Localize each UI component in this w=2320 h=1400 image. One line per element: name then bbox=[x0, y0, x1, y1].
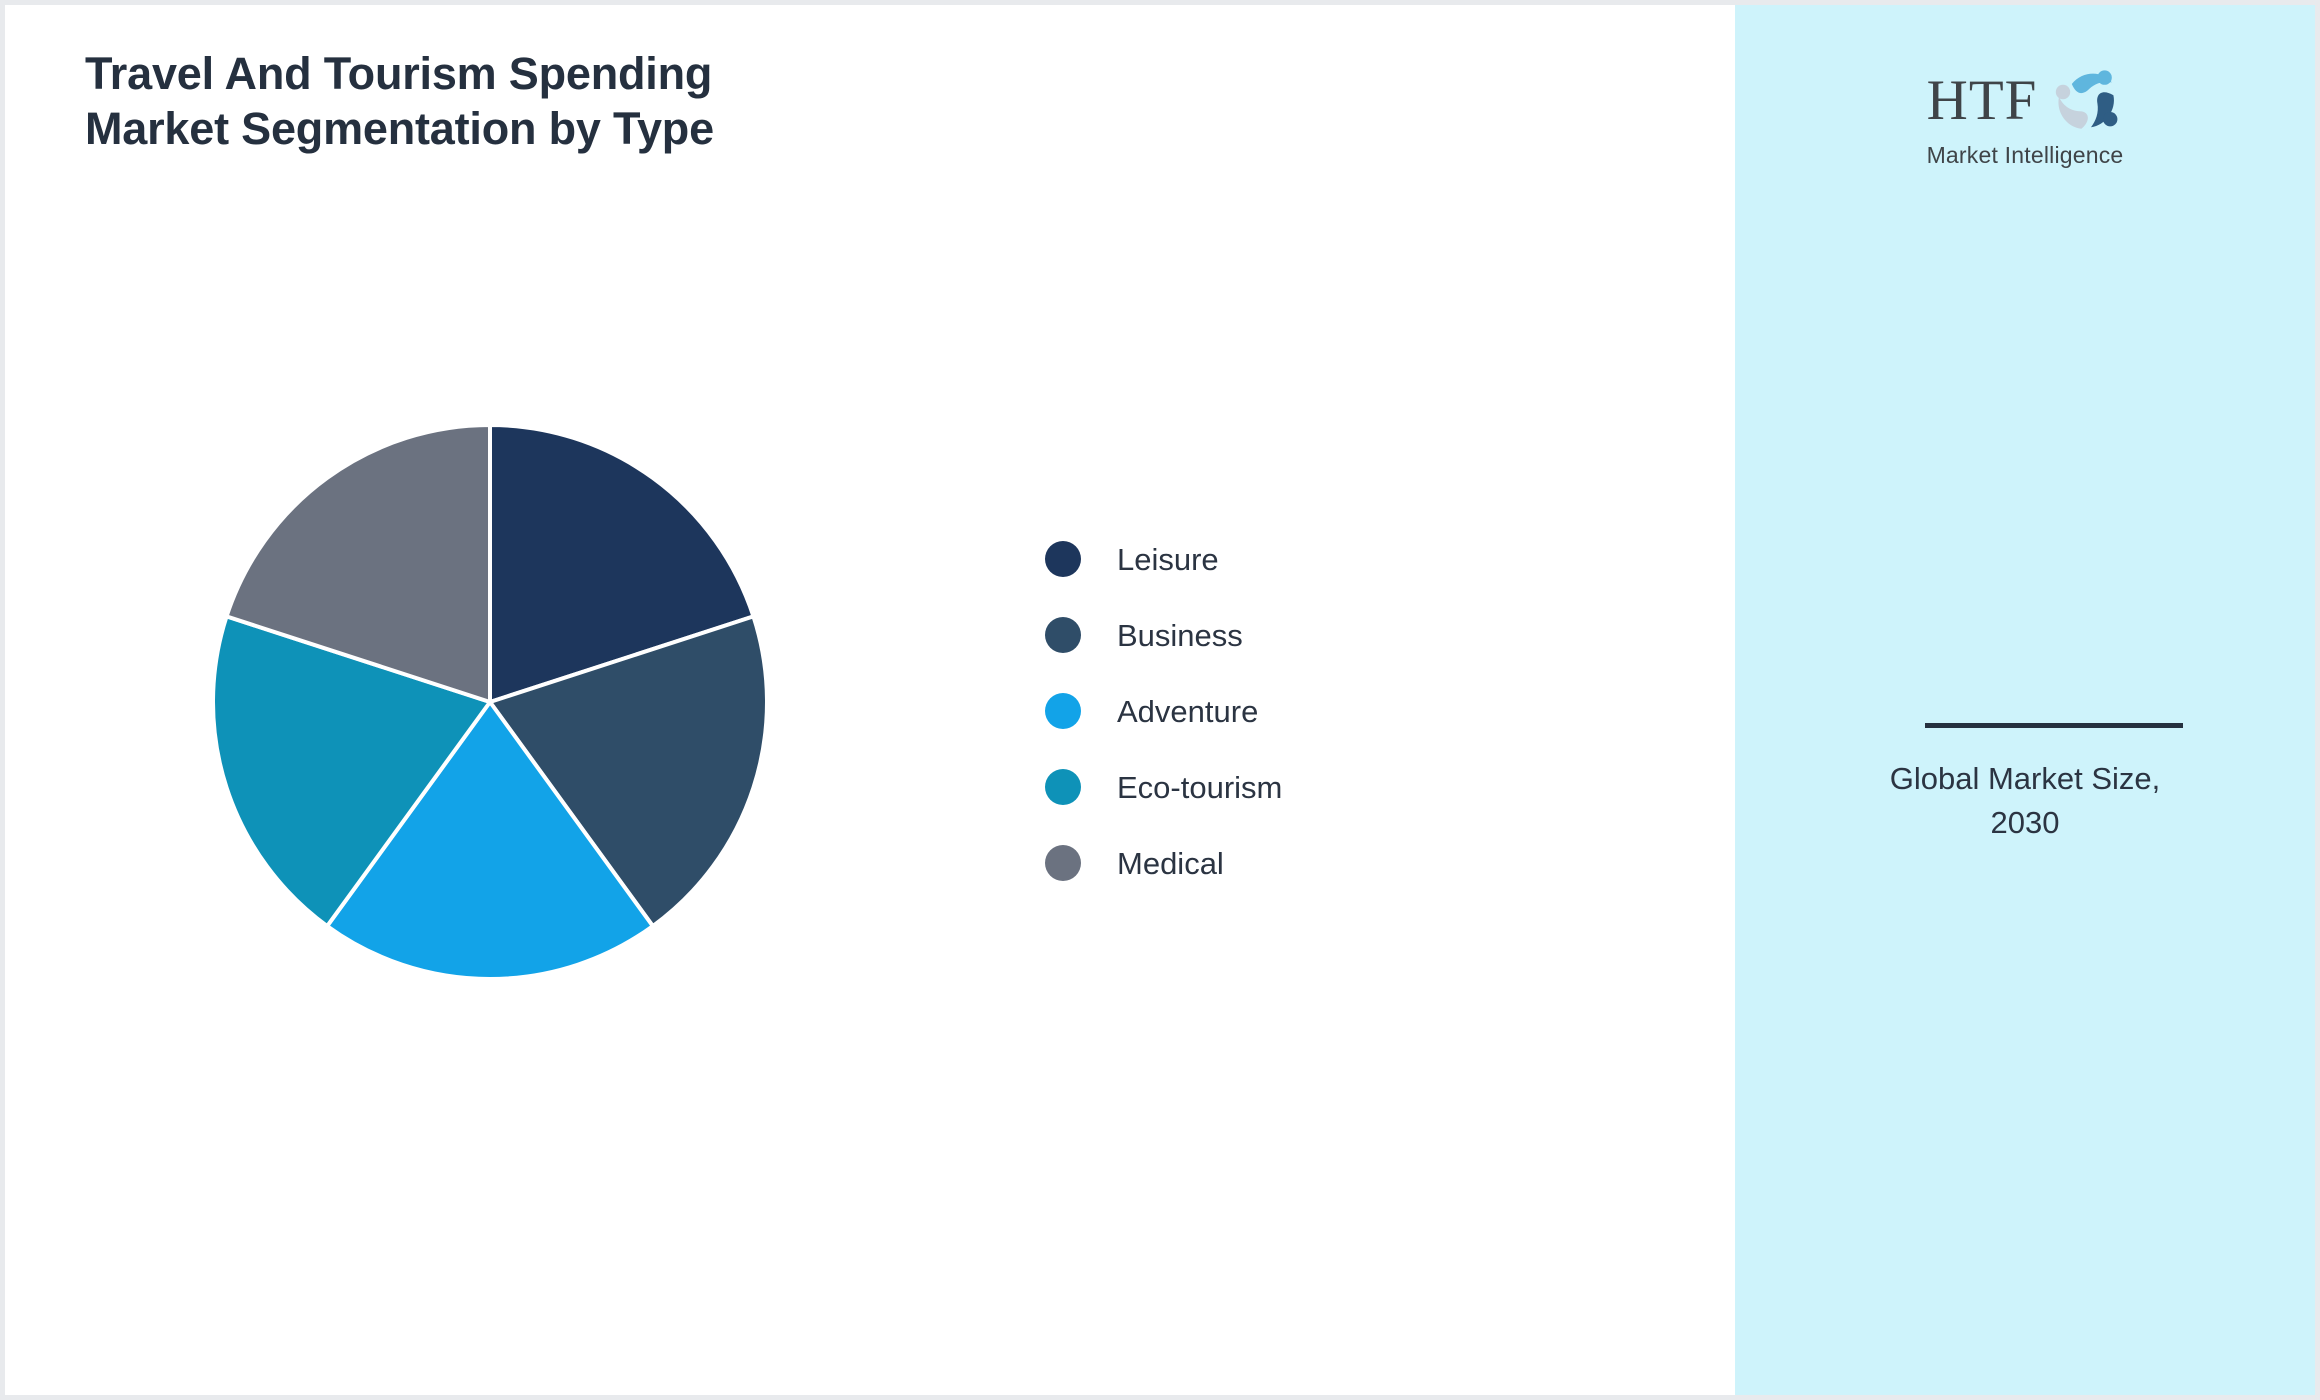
legend-item-eco-tourism[interactable]: Eco-tourism bbox=[1045, 749, 1565, 825]
legend-label-eco-tourism: Eco-tourism bbox=[1117, 769, 1283, 805]
legend-item-business[interactable]: Business bbox=[1045, 597, 1565, 673]
pie-slice-eco-tourism[interactable] bbox=[211, 614, 492, 929]
legend-item-adventure[interactable]: Adventure bbox=[1045, 673, 1565, 749]
pie-slice-leisure[interactable] bbox=[488, 423, 756, 704]
chart-legend: Leisure Business Adventure Eco-tourism M… bbox=[1045, 521, 1565, 901]
legend-label-adventure: Adventure bbox=[1117, 693, 1259, 729]
brand-sidebar: HTF Market Intelligence Global Market Si… bbox=[1735, 5, 2315, 1395]
legend-swatch-adventure bbox=[1045, 693, 1081, 729]
legend-label-business: Business bbox=[1117, 617, 1243, 653]
pie-slice-medical[interactable] bbox=[224, 423, 492, 704]
three-people-circle-icon bbox=[2056, 70, 2118, 129]
global-market-size-caption: Global Market Size, 2030 bbox=[1889, 761, 2161, 841]
htf-wordmark: HTF bbox=[1926, 68, 2038, 132]
logo-row: HTF bbox=[1927, 60, 2124, 140]
legend-swatch-business bbox=[1045, 617, 1081, 653]
pie-slice-group bbox=[211, 423, 769, 982]
page-title: Travel And Tourism Spending Market Segme… bbox=[85, 48, 714, 154]
legend-item-medical[interactable]: Medical bbox=[1045, 825, 1565, 901]
chart-main-panel: Travel And Tourism Spending Market Segme… bbox=[5, 5, 1735, 1395]
legend-swatch-medical bbox=[1045, 845, 1081, 881]
pie-chart bbox=[205, 417, 775, 987]
brand-logo: HTF Market Intelligence bbox=[1735, 60, 2315, 167]
legend-label-leisure: Leisure bbox=[1117, 541, 1219, 577]
pie-chart-svg bbox=[211, 423, 769, 982]
legend-label-medical: Medical bbox=[1117, 845, 1224, 881]
legend-swatch-eco-tourism bbox=[1045, 769, 1081, 805]
pie-slice-adventure[interactable] bbox=[325, 700, 655, 982]
pie-slice-business[interactable] bbox=[488, 614, 769, 929]
legend-item-leisure[interactable]: Leisure bbox=[1045, 521, 1565, 597]
legend-swatch-leisure bbox=[1045, 541, 1081, 577]
logo-subtitle: Market Intelligence bbox=[1926, 142, 2124, 168]
sidebar-divider bbox=[1925, 723, 2183, 728]
